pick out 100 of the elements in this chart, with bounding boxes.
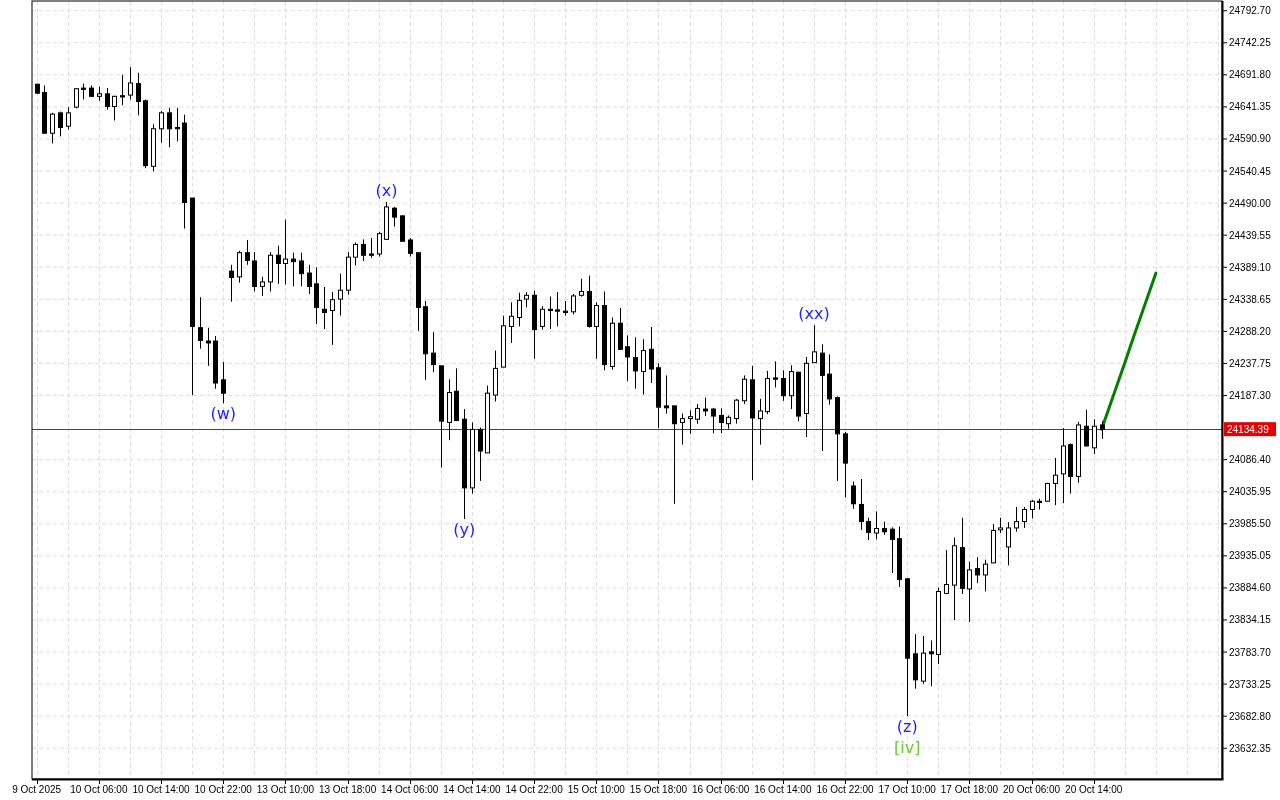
candlestick: [392, 206, 397, 228]
candlestick: [758, 398, 763, 446]
y-tick-label: 24237.75: [1229, 357, 1272, 369]
candlestick: [369, 237, 374, 259]
candlestick: [112, 95, 117, 121]
x-tick-label: 10 Oct 22:00: [194, 784, 253, 795]
annotation: (w): [210, 404, 236, 424]
candlestick: [120, 74, 125, 106]
annotation: (xx): [798, 304, 830, 324]
candlestick: [672, 405, 677, 505]
candlestick: [175, 107, 180, 142]
line-series: [1100, 271, 1158, 431]
candlestick: [299, 252, 304, 287]
candlestick: [105, 87, 110, 111]
candlestick: [283, 219, 288, 285]
candlestick: [695, 403, 700, 425]
y-tick-label: 24439.55: [1229, 229, 1272, 241]
candlestick: [594, 301, 599, 360]
y-tick-label: 24792.70: [1229, 5, 1272, 17]
y-tick-label: 23632.35: [1229, 742, 1272, 754]
candlestick: [167, 107, 172, 148]
candlestick: [641, 338, 646, 395]
x-tick-label: 16 Oct 14:00: [754, 784, 812, 795]
candlestick: [859, 478, 864, 531]
candlestick: [1084, 409, 1089, 448]
candlestick: [291, 252, 296, 287]
y-tick-label: 24086.40: [1229, 454, 1272, 466]
candlestick: [361, 238, 366, 262]
x-tick-label: 16 Oct 06:00: [692, 784, 750, 795]
candlestick: [1022, 506, 1027, 529]
candlestick: [680, 413, 685, 446]
candlestick: [198, 296, 203, 350]
candlestick: [571, 293, 576, 315]
candlestick: [159, 110, 164, 144]
annotation: (y): [453, 520, 476, 540]
x-tick-label: 17 Oct 18:00: [940, 784, 999, 795]
y-tick-label: 23935.05: [1229, 550, 1272, 562]
y-tick-label: 23733.25: [1229, 678, 1272, 690]
candlestick: [649, 326, 654, 384]
candlestick: [314, 266, 319, 325]
candlestick: [322, 286, 327, 330]
candlestick: [1053, 457, 1058, 506]
candlestick: [548, 296, 553, 330]
y-tick-label: 23682.80: [1229, 710, 1272, 722]
candlestick: [555, 291, 560, 327]
candlestick: [206, 327, 211, 367]
candlestick: [851, 481, 856, 510]
x-tick-label: 13 Oct 18:00: [318, 784, 377, 795]
y-tick-label: 24389.10: [1229, 261, 1272, 273]
candlestick: [781, 369, 786, 402]
candlestick: [944, 549, 949, 595]
x-tick-label: 14 Oct 06:00: [381, 784, 439, 795]
x-tick-label: 20 Oct 14:00: [1065, 784, 1123, 795]
candlestick: [353, 242, 358, 266]
candlestick: [874, 510, 879, 540]
candlestick: [1006, 521, 1011, 566]
candlestick: [229, 264, 234, 303]
y-tick-label: 24540.45: [1229, 165, 1272, 177]
x-tick-label: 10 Oct 14:00: [132, 784, 191, 795]
y-tick-label: 24035.95: [1229, 486, 1272, 498]
candlestick: [128, 66, 133, 101]
candlestick: [221, 361, 226, 404]
x-tick-label: 13 Oct 10:00: [256, 784, 315, 795]
candlestick: [1092, 418, 1097, 455]
y-tick-label: 24187.30: [1229, 390, 1272, 402]
x-tick-label: 17 Oct 10:00: [878, 784, 937, 795]
candlestick: [276, 245, 281, 285]
x-tick-label: 14 Oct 22:00: [505, 784, 564, 795]
annotation: (z): [896, 717, 918, 737]
candlestick: [66, 106, 71, 130]
candlestick: [890, 526, 895, 574]
candlestick: [509, 301, 514, 344]
annotation: [iv]: [894, 738, 921, 758]
x-tick-label: 14 Oct 14:00: [443, 784, 501, 795]
candlestick: [1030, 499, 1035, 519]
candlestick: [742, 374, 747, 405]
y-tick-label: 24742.25: [1229, 37, 1272, 49]
candlestick: [866, 517, 871, 541]
candlestick: [50, 112, 55, 144]
candlestick: [983, 559, 988, 592]
candlestick: [377, 231, 382, 258]
y-tick-label: 23783.70: [1229, 646, 1272, 658]
y-tick-label: 23834.15: [1229, 614, 1272, 626]
candlestick: [431, 331, 436, 373]
candlestick: [719, 407, 724, 434]
x-tick-label: 15 Oct 18:00: [629, 784, 688, 795]
y-tick-label: 24490.00: [1229, 197, 1272, 209]
candlestick: [136, 72, 141, 116]
x-tick-label: 9 Oct 2025: [12, 784, 62, 795]
candlestick: [330, 291, 335, 346]
candlestick: [929, 639, 934, 687]
x-tick-label: 16 Oct 22:00: [816, 784, 875, 795]
candlestick: [812, 324, 817, 364]
x-tick-label: 15 Oct 10:00: [567, 784, 626, 795]
candlestick: [633, 336, 638, 390]
candlestick: [773, 360, 778, 388]
candlestick: [338, 273, 343, 317]
candlestick: [1014, 506, 1019, 533]
candlestick: [245, 239, 250, 266]
y-tick-label: 23985.50: [1229, 518, 1272, 530]
